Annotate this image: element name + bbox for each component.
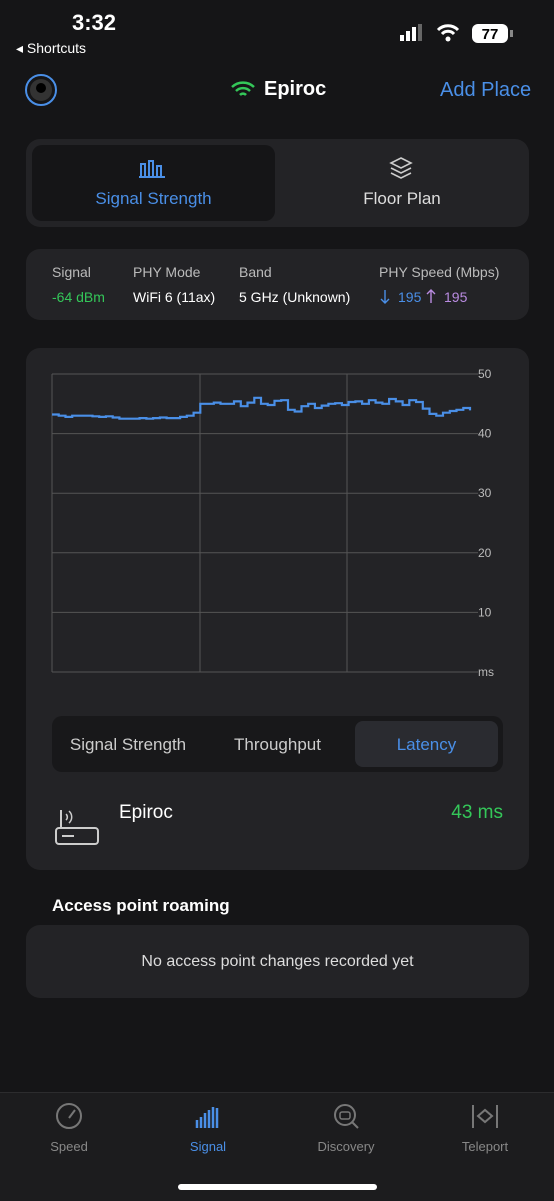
wifi-icon bbox=[231, 81, 255, 96]
roaming-card bbox=[26, 925, 529, 998]
section-title: Access point roaming bbox=[52, 896, 230, 915]
time: 3:32 bbox=[72, 10, 117, 35]
info-label: PHY Mode bbox=[133, 264, 201, 280]
info-label: Signal bbox=[52, 264, 91, 280]
info-label: PHY Speed (Mbps) bbox=[379, 264, 500, 280]
metric-tab[interactable]: Throughput bbox=[234, 735, 321, 754]
network-name: Epiroc bbox=[264, 78, 327, 100]
y-tick-label: 40 bbox=[478, 427, 492, 441]
y-tick-label: 10 bbox=[478, 605, 492, 619]
router-icon bbox=[55, 810, 99, 845]
y-tick-label: ms bbox=[478, 665, 494, 679]
speed-up: 195 bbox=[444, 289, 468, 305]
tab-label[interactable]: Discovery bbox=[317, 1139, 375, 1154]
empty-message: No access point changes recorded yet bbox=[141, 953, 414, 970]
info-card bbox=[26, 249, 529, 320]
tab-label[interactable]: Signal bbox=[189, 1139, 227, 1154]
status-icons: 77 bbox=[400, 24, 513, 43]
view-tab: Signal Strength bbox=[95, 189, 212, 208]
tab-label[interactable]: Speed bbox=[50, 1139, 88, 1154]
latency-line bbox=[52, 396, 472, 420]
speed-down: 195 bbox=[398, 289, 422, 305]
phy-mode: WiFi 6 (11ax) bbox=[133, 289, 216, 305]
band: 5 GHz (Unknown) bbox=[239, 289, 351, 305]
view-tab[interactable]: Floor Plan bbox=[363, 189, 441, 208]
chart-card bbox=[26, 348, 529, 870]
down-arrow bbox=[380, 290, 390, 304]
result-name: Epiroc bbox=[119, 802, 173, 823]
up-arrow bbox=[426, 289, 436, 303]
chart: ms 10 20 30 40 50 bbox=[51, 367, 494, 679]
metric-tab[interactable]: Signal Strength bbox=[69, 735, 187, 754]
y-tick-label: 50 bbox=[478, 367, 492, 381]
profile-icon[interactable] bbox=[24, 73, 60, 109]
view-tab-active[interactable] bbox=[32, 145, 275, 221]
floor-plan-icon bbox=[389, 157, 413, 179]
back-text: Shortcuts bbox=[26, 40, 87, 56]
info-label: Band bbox=[239, 264, 272, 280]
home-indicator bbox=[178, 1184, 377, 1190]
add-place[interactable]: Add Place bbox=[440, 79, 532, 101]
tab-label[interactable]: Teleport bbox=[461, 1139, 509, 1154]
battery: 77 bbox=[482, 26, 499, 43]
back-link[interactable]: ◂ Shortcuts bbox=[16, 40, 87, 56]
signal-tab-icon bbox=[139, 160, 165, 178]
result-value: 43 ms bbox=[451, 802, 503, 823]
metric-tab-active[interactable] bbox=[355, 721, 498, 767]
y-tick-label: 20 bbox=[478, 546, 492, 560]
tab-icons bbox=[56, 1103, 498, 1129]
y-tick-label: 30 bbox=[478, 486, 492, 500]
tab-bar bbox=[0, 1092, 554, 1201]
metric-tab: Latency bbox=[396, 735, 457, 754]
signal-value: -64 dBm bbox=[52, 289, 105, 305]
